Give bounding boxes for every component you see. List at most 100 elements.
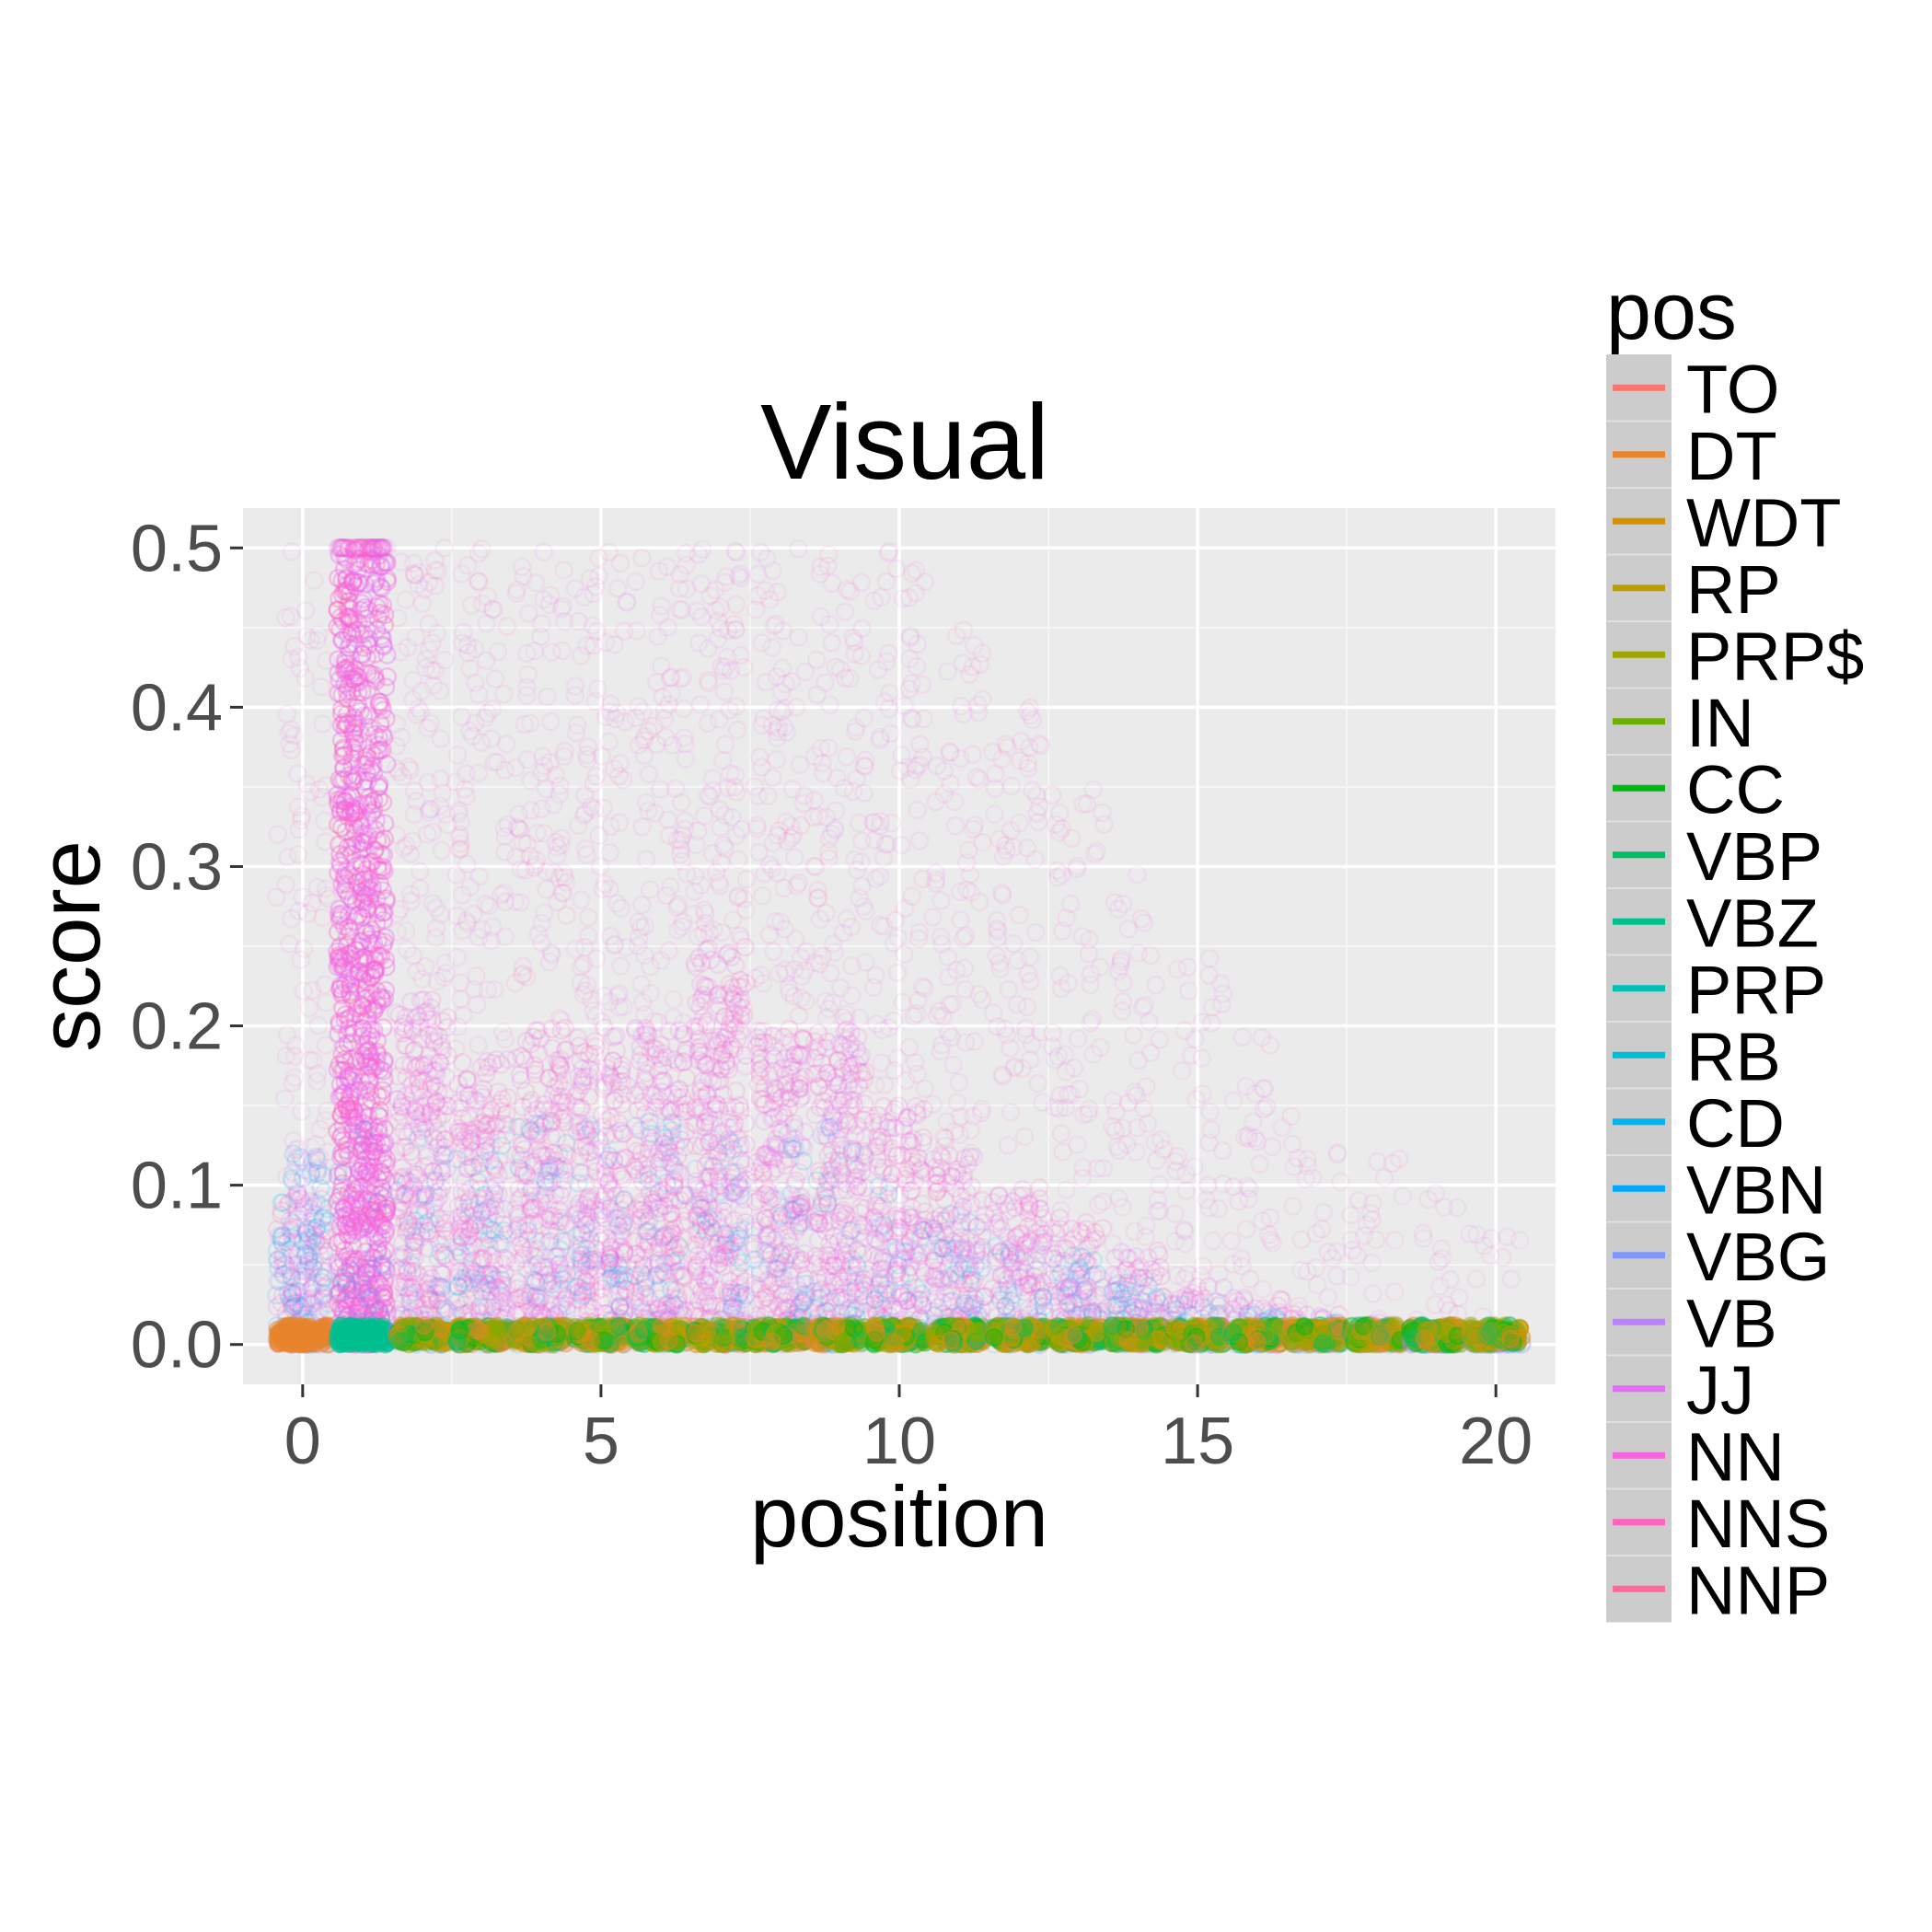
data-point <box>280 934 299 954</box>
data-point <box>414 1316 434 1336</box>
data-point <box>281 1240 300 1259</box>
data-point <box>288 764 307 783</box>
data-point <box>295 1244 316 1264</box>
data-point <box>267 1315 287 1336</box>
data-point <box>275 1255 295 1274</box>
data-point <box>276 1258 295 1278</box>
data-point <box>300 1322 319 1341</box>
data-point <box>301 1322 320 1341</box>
data-point <box>278 848 297 867</box>
data-point <box>273 1244 293 1264</box>
data-point <box>282 541 302 561</box>
data-point <box>280 1211 300 1231</box>
data-point <box>288 1185 307 1205</box>
data-point <box>293 1151 313 1171</box>
data-point <box>269 1226 288 1246</box>
data-point <box>273 1252 293 1272</box>
data-point <box>282 1291 301 1311</box>
data-point <box>313 1267 333 1288</box>
data-point <box>634 1320 654 1339</box>
data-point <box>288 1300 308 1320</box>
data-point <box>293 1335 312 1354</box>
data-point <box>268 1334 287 1354</box>
data-point <box>291 950 310 969</box>
data-point <box>282 908 301 929</box>
data-point <box>269 1334 288 1353</box>
data-point <box>314 1328 333 1348</box>
data-point <box>284 637 304 656</box>
data-point <box>313 1317 332 1336</box>
data-point <box>314 1325 334 1345</box>
data-point <box>277 1327 296 1347</box>
data-point <box>292 811 311 830</box>
data-point <box>267 1240 287 1260</box>
data-point <box>292 1272 311 1291</box>
data-point <box>307 877 328 897</box>
data-point <box>297 1290 318 1309</box>
data-point <box>312 1330 332 1349</box>
data-point <box>285 1331 305 1350</box>
data-point <box>290 1335 309 1354</box>
data-point <box>314 1321 333 1340</box>
data-point <box>314 1268 334 1289</box>
data-point <box>268 1320 287 1339</box>
data-point <box>314 1322 333 1341</box>
data-point <box>282 1322 301 1341</box>
data-point <box>312 1329 331 1348</box>
data-point <box>298 904 318 923</box>
data-point <box>292 1148 312 1168</box>
data-point <box>312 1209 332 1229</box>
data-point <box>313 1319 332 1338</box>
data-point <box>274 1321 295 1341</box>
data-point <box>314 1317 334 1336</box>
data-point <box>302 1152 322 1173</box>
data-point <box>299 1251 318 1270</box>
data-point <box>305 1205 325 1224</box>
data-point <box>301 631 320 650</box>
data-point <box>316 879 336 898</box>
data-point <box>307 1193 327 1212</box>
data-point <box>296 1328 316 1348</box>
data-point <box>275 1325 295 1345</box>
data-point <box>277 1232 297 1252</box>
data-point <box>299 1322 319 1341</box>
data-point <box>272 1233 293 1254</box>
data-point <box>314 1320 333 1339</box>
data-point <box>291 1316 310 1336</box>
data-point <box>318 1318 338 1337</box>
data-point <box>292 1335 311 1354</box>
data-point <box>285 1329 305 1348</box>
data-point <box>281 1261 300 1281</box>
data-point <box>283 1334 303 1354</box>
data-point <box>280 1288 300 1308</box>
data-point <box>294 981 313 1001</box>
data-point <box>277 1334 296 1353</box>
data-point <box>279 1289 299 1308</box>
data-point <box>292 1319 311 1338</box>
data-point <box>274 1089 295 1108</box>
data-point <box>308 1301 328 1321</box>
data-point <box>302 1278 321 1298</box>
data-point <box>304 1332 323 1351</box>
data-point <box>272 1193 291 1212</box>
data-point <box>292 1299 312 1318</box>
data-point <box>269 1258 288 1278</box>
data-point <box>318 1301 338 1321</box>
data-point <box>272 1227 291 1247</box>
data-point <box>316 1289 336 1309</box>
data-point <box>318 1327 338 1347</box>
data-point <box>307 1231 327 1251</box>
data-point <box>297 626 317 646</box>
data-point <box>287 1281 307 1301</box>
data-point <box>279 723 298 743</box>
data-point <box>306 1322 325 1342</box>
data-point <box>301 1162 321 1182</box>
data-point <box>276 1046 296 1066</box>
data-point <box>305 1322 324 1341</box>
data-point <box>273 1330 293 1349</box>
data-point <box>283 1298 302 1318</box>
data-point <box>302 1230 322 1249</box>
data-point <box>308 1015 329 1035</box>
data-point <box>304 1050 323 1070</box>
